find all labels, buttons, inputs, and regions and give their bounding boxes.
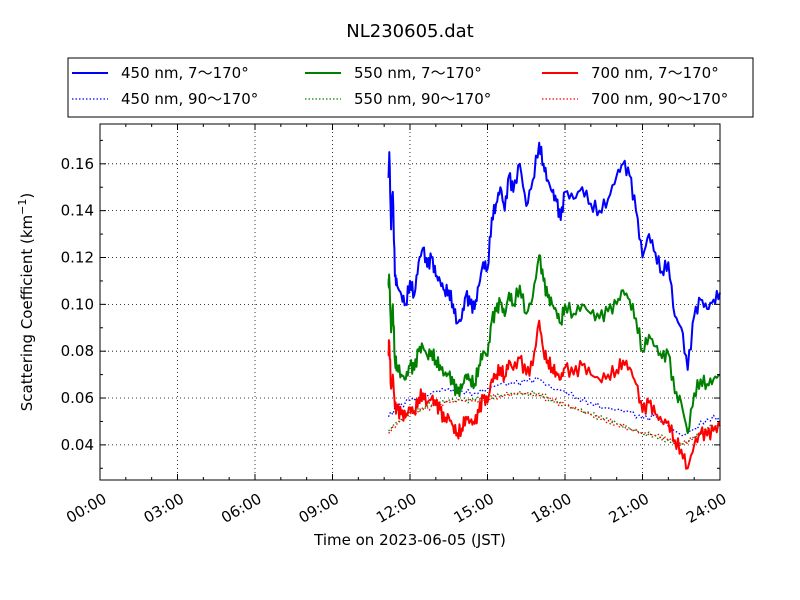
plot-frame: [99, 123, 721, 481]
legend-item-2: 450 nm, 90～170°: [72, 90, 258, 108]
y-axis-label: Scattering Coefficient (km−1): [16, 193, 36, 412]
x-axis-tick-labels: 00:00 03:00 06:00 09:00 12:00 15:00 18:00 21:00…: [63, 490, 729, 527]
chart-title: NL230605.dat: [346, 21, 473, 42]
x-tick-label: 03:00: [141, 490, 187, 527]
plot-area: [99, 123, 721, 481]
legend: 450 nm, 7～170° 450 nm, 90～170° 550 nm, 7～1…: [67, 57, 754, 118]
legend-label: 450 nm, 90～170°: [121, 90, 258, 108]
legend-label: 550 nm, 90～170°: [354, 90, 491, 108]
x-tick-label: 12:00: [373, 490, 419, 527]
series-line-4: [388, 390, 721, 447]
series-line-3: [387, 254, 721, 435]
axis-ticks: [99, 124, 721, 480]
y-tick-label: 0.06: [61, 389, 94, 407]
legend-label: 450 nm, 7～170°: [121, 64, 249, 82]
y-tick-label: 0.04: [61, 436, 94, 454]
y-tick-label: 0.08: [61, 342, 94, 360]
legend-item-3: 550 nm, 7～170°: [305, 64, 482, 82]
legend-item-1: 450 nm, 7～170°: [72, 64, 249, 82]
series-line-6: [388, 391, 721, 446]
series-line-2: [387, 376, 721, 437]
y-axis-label-superscript: −1: [16, 199, 29, 215]
y-tick-label: 0.12: [61, 249, 94, 267]
x-tick-label: 24:00: [683, 490, 729, 527]
legend-item-6: 700 nm, 90～170°: [542, 90, 728, 108]
x-tick-label: 21:00: [606, 490, 652, 527]
legend-label: 700 nm, 90～170°: [591, 90, 728, 108]
series-layer: [387, 141, 721, 470]
y-axis-label-main: Scattering Coefficient (km: [18, 215, 36, 411]
x-tick-label: 06:00: [218, 490, 264, 527]
x-axis-label: Time on 2023-06-05 (JST): [313, 531, 506, 549]
y-axis-label-close: ): [18, 193, 36, 199]
series-line-5: [387, 319, 721, 470]
legend-label: 550 nm, 7～170°: [354, 64, 482, 82]
legend-item-5: 700 nm, 7～170°: [542, 64, 719, 82]
legend-box: [67, 57, 754, 118]
y-tick-label: 0.14: [61, 202, 94, 220]
x-tick-label: 09:00: [296, 490, 342, 527]
legend-label: 700 nm, 7～170°: [591, 64, 719, 82]
series-line-1: [387, 141, 721, 371]
x-tick-label: 18:00: [528, 490, 574, 527]
y-tick-label: 0.16: [61, 155, 94, 173]
y-tick-label: 0.10: [61, 295, 94, 313]
legend-item-4: 550 nm, 90～170°: [305, 90, 491, 108]
x-tick-label: 15:00: [451, 490, 497, 527]
grid: [100, 124, 720, 480]
x-tick-label: 00:00: [63, 490, 109, 527]
y-axis-tick-labels: 0.04 0.06 0.08 0.10 0.12 0.14 0.16: [61, 155, 94, 454]
